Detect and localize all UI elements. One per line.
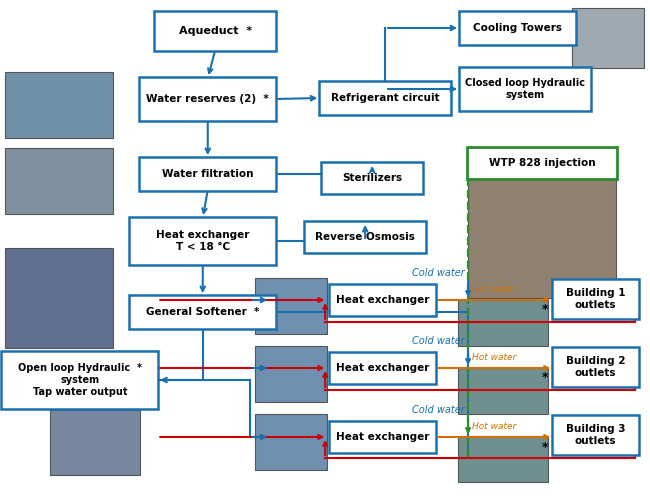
Text: Heat exchanger: Heat exchanger	[336, 363, 430, 373]
Text: Closed loop Hydraulic
system: Closed loop Hydraulic system	[465, 78, 585, 100]
Text: Cold water: Cold water	[411, 405, 465, 415]
Text: *: *	[542, 440, 549, 453]
FancyBboxPatch shape	[552, 415, 639, 455]
Text: Hot water: Hot water	[472, 285, 516, 294]
Text: Heat exchanger
T < 18 °C: Heat exchanger T < 18 °C	[156, 230, 250, 252]
FancyBboxPatch shape	[467, 147, 617, 179]
FancyBboxPatch shape	[459, 11, 576, 45]
FancyBboxPatch shape	[139, 157, 276, 191]
FancyBboxPatch shape	[329, 421, 436, 453]
Text: Hot water: Hot water	[472, 353, 516, 362]
FancyBboxPatch shape	[154, 11, 276, 51]
FancyBboxPatch shape	[50, 410, 140, 475]
Text: Hot water: Hot water	[472, 422, 516, 431]
Text: Cooling Towers: Cooling Towers	[473, 23, 562, 33]
FancyBboxPatch shape	[129, 295, 276, 329]
FancyBboxPatch shape	[321, 162, 423, 194]
FancyBboxPatch shape	[255, 346, 327, 402]
FancyBboxPatch shape	[458, 300, 548, 346]
Text: Sterilizers: Sterilizers	[342, 173, 402, 183]
FancyBboxPatch shape	[468, 178, 616, 298]
FancyBboxPatch shape	[459, 67, 591, 111]
Text: Open loop Hydraulic  *
system
Tap water output: Open loop Hydraulic * system Tap water o…	[18, 364, 142, 397]
Text: Aqueduct  *: Aqueduct *	[179, 26, 252, 36]
FancyBboxPatch shape	[255, 414, 327, 470]
FancyBboxPatch shape	[458, 436, 548, 482]
FancyBboxPatch shape	[139, 77, 276, 121]
FancyBboxPatch shape	[304, 221, 426, 253]
Text: Heat exchanger: Heat exchanger	[336, 432, 430, 442]
FancyBboxPatch shape	[1, 351, 159, 409]
Text: Building 2
outlets: Building 2 outlets	[566, 356, 625, 378]
Text: Building 1
outlets: Building 1 outlets	[566, 288, 625, 310]
FancyBboxPatch shape	[572, 8, 644, 68]
Text: Water reserves (2)  *: Water reserves (2) *	[146, 94, 269, 104]
FancyBboxPatch shape	[319, 81, 451, 115]
FancyBboxPatch shape	[129, 217, 276, 265]
Text: Water filtration: Water filtration	[162, 169, 254, 179]
Text: Refrigerant circuit: Refrigerant circuit	[331, 93, 439, 103]
Text: *: *	[542, 304, 549, 316]
FancyBboxPatch shape	[5, 248, 113, 348]
FancyBboxPatch shape	[458, 368, 548, 414]
Text: Heat exchanger: Heat exchanger	[336, 295, 430, 305]
FancyBboxPatch shape	[329, 284, 436, 316]
Text: Cold water: Cold water	[411, 268, 465, 278]
FancyBboxPatch shape	[552, 279, 639, 319]
FancyBboxPatch shape	[5, 148, 113, 214]
Text: Reverse Osmosis: Reverse Osmosis	[315, 232, 415, 242]
Text: General Softener  *: General Softener *	[146, 307, 259, 317]
FancyBboxPatch shape	[255, 278, 327, 334]
Text: Cold water: Cold water	[411, 336, 465, 346]
FancyBboxPatch shape	[5, 72, 113, 138]
Text: *: *	[542, 372, 549, 384]
Text: Building 3
outlets: Building 3 outlets	[566, 424, 625, 446]
FancyBboxPatch shape	[552, 347, 639, 387]
Text: WTP 828 injection: WTP 828 injection	[489, 158, 595, 168]
FancyBboxPatch shape	[329, 352, 436, 384]
